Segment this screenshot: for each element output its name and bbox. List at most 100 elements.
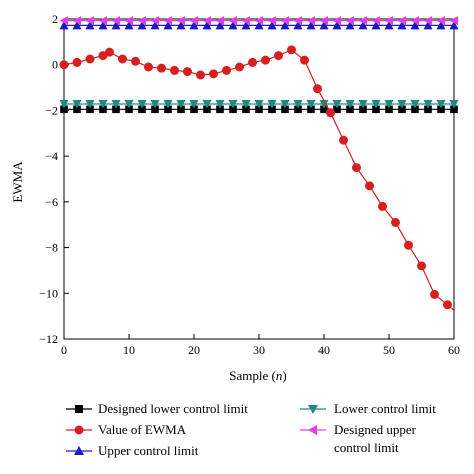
data-point-value-of-ewma (261, 55, 270, 65)
data-point-designed-lower-control-limit (385, 105, 393, 114)
data-point-designed-lower-control-limit (125, 105, 133, 114)
data-point-designed-lower-control-limit (60, 105, 68, 114)
legend: Designed lower control limit Value of EW… (66, 401, 436, 458)
data-point-upper-control-limit (124, 20, 134, 30)
data-point-lower-control-limit (280, 100, 290, 109)
data-point-designed-lower-control-limit (73, 105, 81, 114)
data-point-lower-control-limit (267, 100, 277, 109)
data-point-upper-control-limit (176, 20, 186, 30)
data-point-designed-upper-control-limit (163, 16, 172, 26)
data-point-designed-lower-control-limit (151, 105, 159, 114)
data-point-value-of-ewma (248, 57, 257, 67)
y-tick-label: −10 (39, 286, 58, 300)
data-point-designed-lower-control-limit (333, 105, 341, 114)
data-point-upper-control-limit (280, 20, 290, 30)
data-point-value-of-ewma (59, 60, 69, 70)
data-point-designed-lower-control-limit (359, 105, 367, 114)
data-point-designed-upper-control-limit (397, 16, 406, 26)
data-point-lower-control-limit (306, 100, 316, 109)
x-tick-label: 10 (123, 343, 135, 357)
data-point-upper-control-limit (358, 20, 368, 30)
data-point-lower-control-limit (319, 100, 329, 109)
data-point-upper-control-limit (332, 20, 342, 30)
data-point-designed-upper-control-limit (150, 16, 159, 26)
data-point-value-of-ewma (313, 84, 322, 94)
plot-frame (63, 18, 455, 340)
data-point-value-of-ewma (170, 65, 179, 75)
data-point-designed-upper-control-limit (345, 16, 354, 26)
x-axis-label-variable: n (276, 368, 283, 383)
data-point-lower-control-limit (241, 100, 251, 109)
data-point-upper-control-limit (150, 20, 160, 30)
data-point-designed-upper-control-limit (176, 16, 185, 26)
y-tick-label: −4 (45, 149, 58, 163)
data-point-value-of-ewma (105, 47, 114, 57)
y-axis-label: EWMA (10, 161, 25, 203)
data-point-value-of-ewma (118, 54, 127, 64)
data-point-designed-upper-control-limit (228, 16, 237, 26)
data-point-upper-control-limit (345, 20, 355, 30)
data-point-lower-control-limit (85, 100, 95, 109)
data-point-lower-control-limit (137, 100, 147, 109)
legend-label-upper: Upper control limit (98, 443, 199, 458)
data-point-designed-upper-control-limit (410, 16, 419, 26)
x-tick-label: 30 (253, 343, 265, 357)
data-point-value-of-ewma (157, 63, 166, 73)
data-point-value-of-ewma (443, 300, 452, 310)
data-point-designed-lower-control-limit (346, 105, 354, 114)
data-point-lower-control-limit (449, 100, 459, 109)
data-point-lower-control-limit (254, 100, 264, 109)
data-point-value-of-ewma (300, 55, 309, 65)
data-point-designed-upper-control-limit (85, 16, 94, 26)
data-point-designed-upper-control-limit (59, 16, 68, 26)
data-point-designed-lower-control-limit (177, 105, 185, 114)
data-point-upper-control-limit (410, 20, 420, 30)
data-point-upper-control-limit (202, 20, 212, 30)
legend-item-upper: Upper control limit (66, 443, 199, 458)
data-point-designed-lower-control-limit (99, 105, 107, 114)
series-line-value-of-ewma (63, 49, 455, 311)
data-point-designed-lower-control-limit (320, 105, 328, 114)
data-point-designed-upper-control-limit (371, 16, 380, 26)
data-point-designed-lower-control-limit (411, 105, 419, 114)
x-axis-label-prefix: Sample ( (229, 368, 276, 383)
data-point-designed-upper-control-limit (189, 16, 198, 26)
data-point-upper-control-limit (449, 20, 459, 30)
legend-item-lower: Lower control limit (300, 401, 436, 416)
data-point-designed-upper-control-limit (332, 16, 341, 26)
legend-label-ewma: Value of EWMA (98, 422, 187, 437)
data-point-designed-lower-control-limit (229, 105, 237, 114)
data-point-value-of-ewma (222, 65, 231, 75)
data-point-upper-control-limit (85, 20, 95, 30)
data-point-upper-control-limit (267, 20, 277, 30)
data-point-lower-control-limit (332, 100, 342, 109)
y-tick-label: 0 (52, 58, 58, 72)
data-point-upper-control-limit (319, 20, 329, 30)
data-point-designed-upper-control-limit (384, 16, 393, 26)
legend-triangle-down-marker (308, 405, 318, 414)
data-point-designed-upper-control-limit (72, 16, 81, 26)
legend-label-designed-upper-line2: control limit (334, 440, 399, 455)
data-point-value-of-ewma (72, 57, 82, 67)
legend-label-designed-upper-line1: Designed upper (334, 422, 417, 437)
data-point-designed-upper-control-limit (306, 16, 315, 26)
data-point-designed-upper-control-limit (319, 16, 328, 26)
legend-item-designed-lower: Designed lower control limit (66, 401, 248, 416)
data-point-upper-control-limit (397, 20, 407, 30)
data-point-lower-control-limit (423, 100, 433, 109)
data-point-designed-upper-control-limit (241, 16, 250, 26)
data-point-designed-upper-control-limit (124, 16, 133, 26)
data-point-lower-control-limit (72, 100, 82, 109)
data-point-lower-control-limit (98, 100, 108, 109)
data-point-designed-upper-control-limit (358, 16, 367, 26)
data-point-upper-control-limit (306, 20, 316, 30)
data-point-designed-lower-control-limit (294, 105, 302, 114)
data-point-value-of-ewma (209, 69, 218, 79)
data-point-designed-lower-control-limit (437, 105, 445, 114)
data-point-lower-control-limit (384, 100, 394, 109)
data-point-designed-upper-control-limit (280, 16, 289, 26)
data-point-designed-lower-control-limit (164, 105, 172, 114)
data-point-value-of-ewma (144, 62, 153, 72)
x-tick-label: 60 (448, 343, 460, 357)
data-point-value-of-ewma (287, 45, 296, 55)
